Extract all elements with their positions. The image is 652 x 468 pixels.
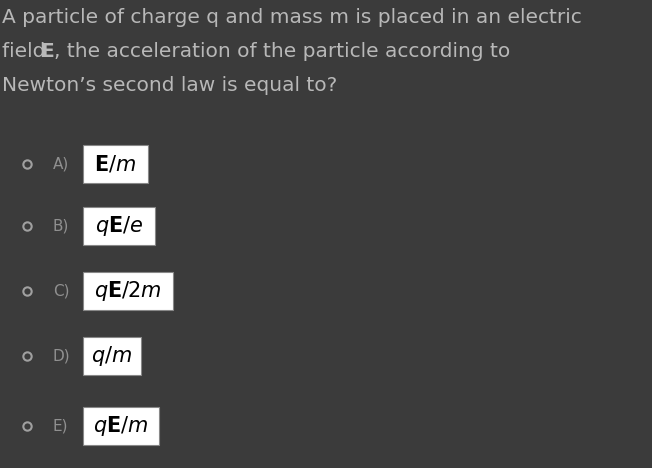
Text: $\mathbf{E}/m$: $\mathbf{E}/m$ — [95, 154, 137, 175]
FancyBboxPatch shape — [83, 207, 155, 245]
Text: field: field — [2, 42, 52, 61]
Text: , the acceleration of the particle according to: , the acceleration of the particle accor… — [54, 42, 511, 61]
FancyBboxPatch shape — [83, 272, 173, 310]
FancyBboxPatch shape — [83, 407, 159, 445]
FancyBboxPatch shape — [83, 145, 148, 183]
FancyBboxPatch shape — [83, 337, 141, 375]
Text: B): B) — [53, 219, 69, 234]
Text: E: E — [40, 42, 53, 61]
Text: A): A) — [53, 156, 69, 171]
Text: A particle of charge q and mass m is placed in an electric: A particle of charge q and mass m is pla… — [2, 8, 582, 27]
Text: E): E) — [53, 418, 68, 433]
Text: $q\mathbf{E}/2m$: $q\mathbf{E}/2m$ — [94, 279, 162, 303]
Text: Newton’s second law is equal to?: Newton’s second law is equal to? — [2, 76, 337, 95]
Text: $q/m$: $q/m$ — [91, 344, 132, 368]
Text: C): C) — [53, 284, 70, 299]
Text: D): D) — [53, 349, 70, 364]
Text: $q\mathbf{E}/e$: $q\mathbf{E}/e$ — [95, 214, 143, 238]
Text: $q\mathbf{E}/m$: $q\mathbf{E}/m$ — [93, 414, 149, 438]
